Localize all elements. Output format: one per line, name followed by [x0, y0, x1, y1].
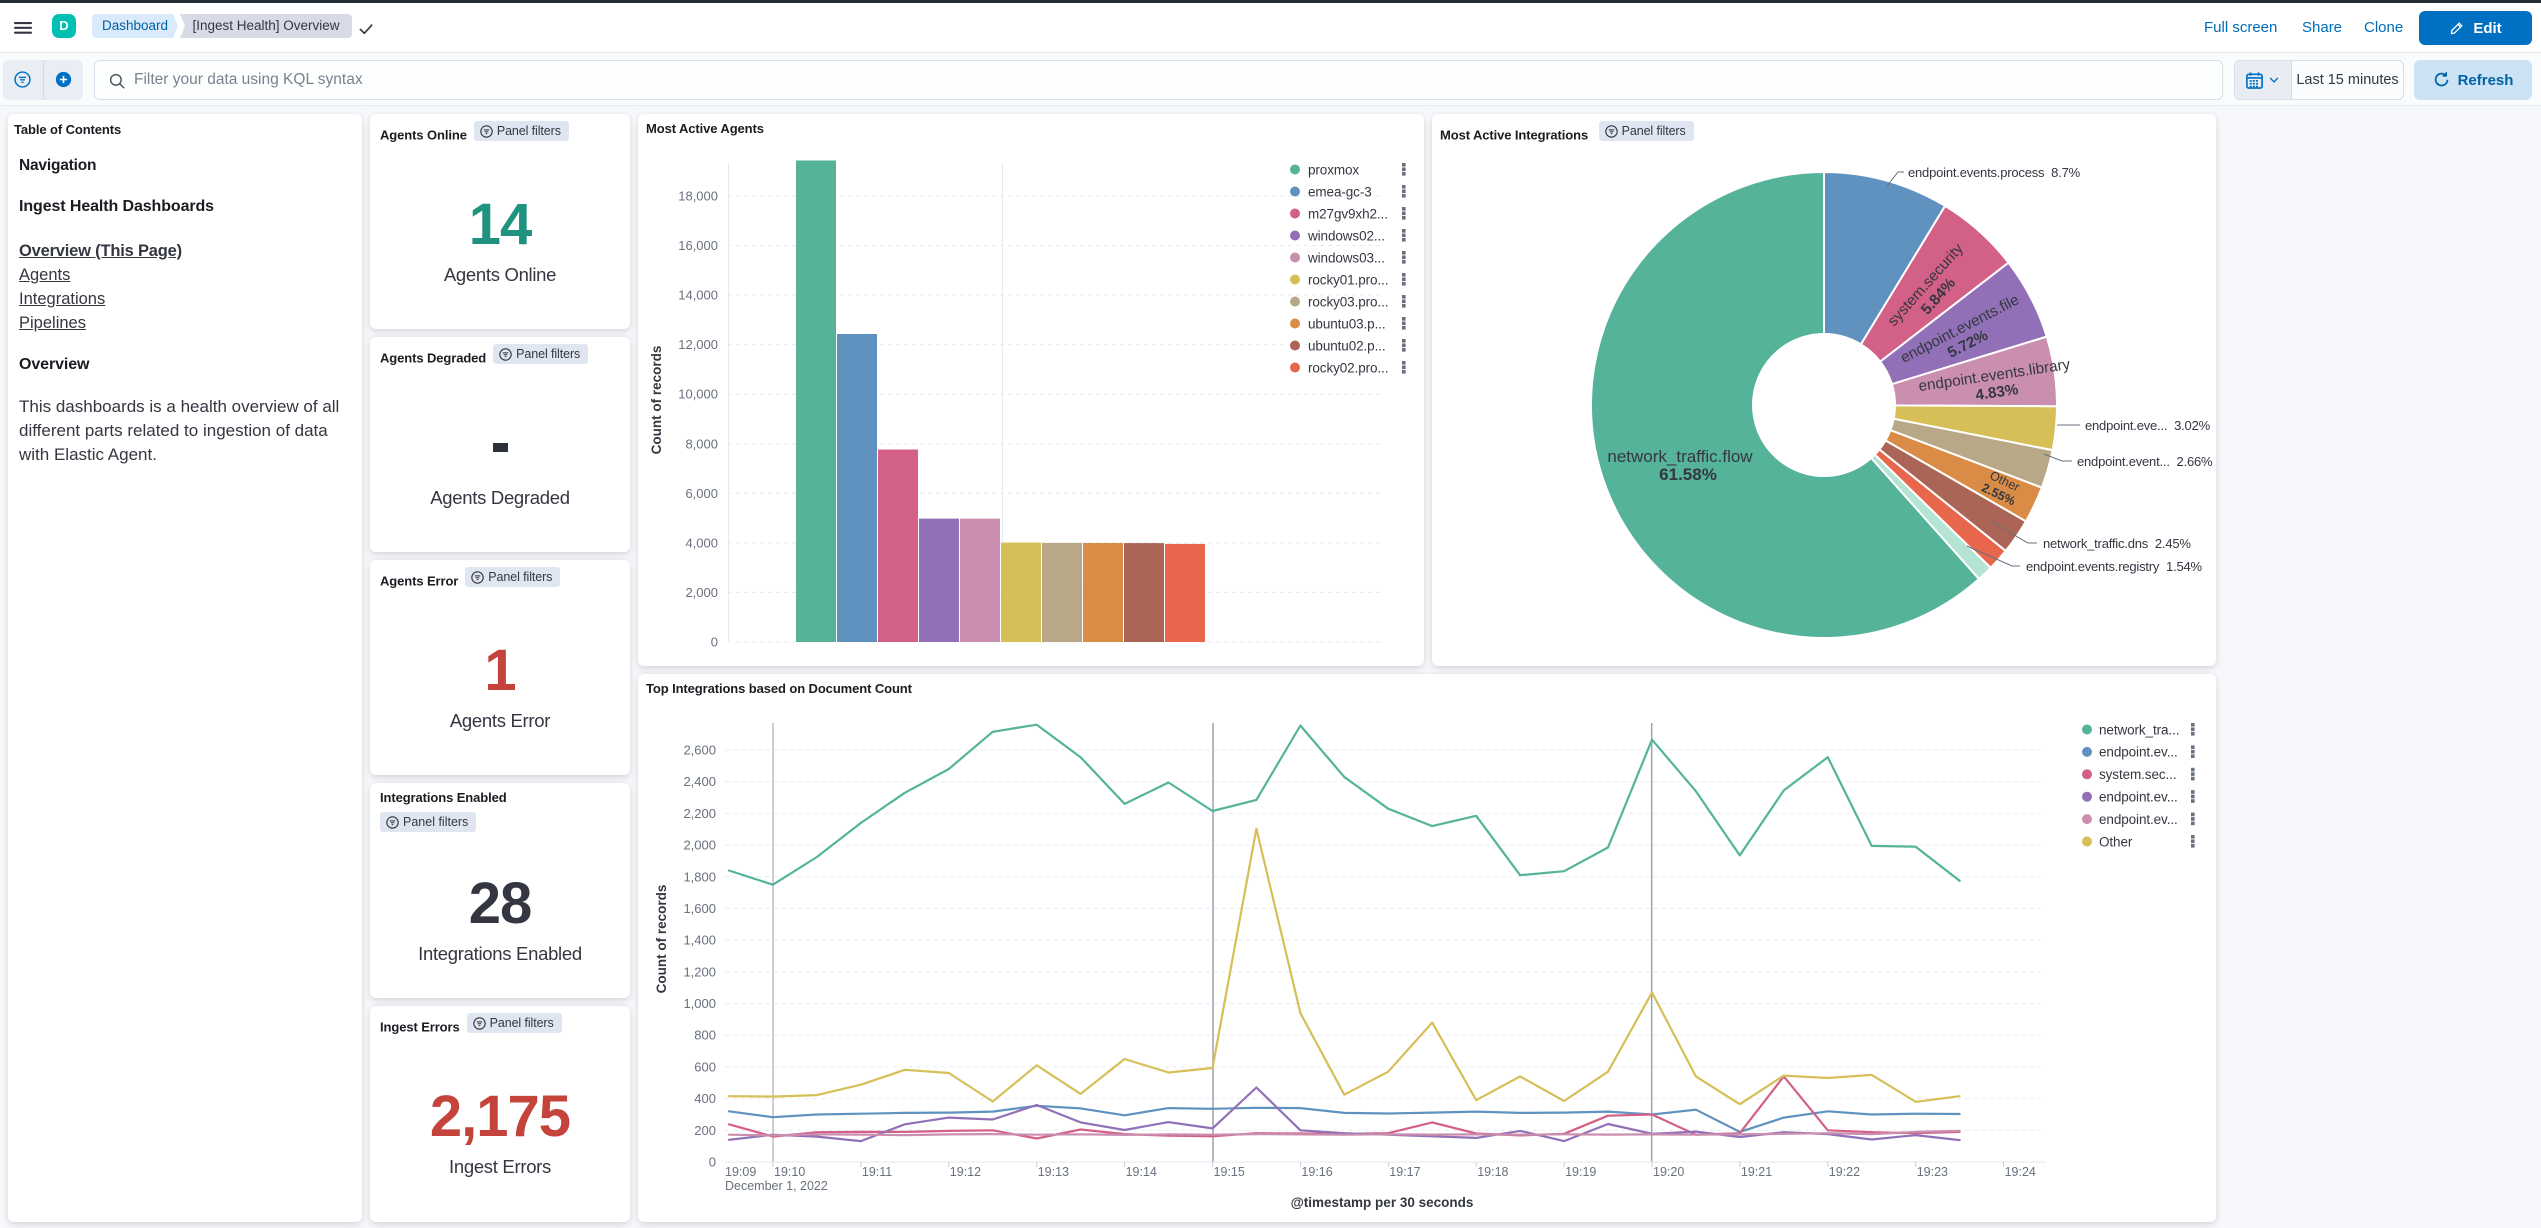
- svg-text:windows02...: windows02...: [1307, 228, 1385, 243]
- svg-text:400: 400: [694, 1091, 716, 1106]
- svg-text:19:11: 19:11: [862, 1165, 892, 1179]
- svg-text:12,000: 12,000: [678, 337, 718, 352]
- svg-text:2,000: 2,000: [683, 838, 716, 853]
- svg-text:19:21: 19:21: [1741, 1165, 1772, 1179]
- svg-text:rocky03.pro...: rocky03.pro...: [1308, 294, 1388, 309]
- svg-text:6,000: 6,000: [685, 486, 718, 501]
- svg-text:19:12: 19:12: [950, 1165, 981, 1179]
- svg-text:19:18: 19:18: [1477, 1165, 1508, 1179]
- svg-text:1,600: 1,600: [683, 901, 716, 916]
- svg-text:19:13: 19:13: [1038, 1165, 1069, 1179]
- svg-text:network_tra...: network_tra...: [2099, 722, 2179, 737]
- svg-text:0: 0: [709, 1155, 716, 1170]
- svg-text:600: 600: [694, 1059, 716, 1074]
- svg-text:proxmox: proxmox: [1308, 162, 1359, 177]
- svg-text:1,800: 1,800: [683, 869, 716, 884]
- svg-text:800: 800: [694, 1028, 716, 1043]
- svg-text:14,000: 14,000: [678, 288, 718, 303]
- svg-text:December 1, 2022: December 1, 2022: [725, 1179, 828, 1193]
- svg-text:endpoint.events.registry 1.54: endpoint.events.registry 1.54%: [2026, 559, 2203, 574]
- svg-text:@timestamp per 30 seconds: @timestamp per 30 seconds: [1291, 1195, 1474, 1210]
- svg-text:16,000: 16,000: [678, 238, 718, 253]
- svg-text:endpoint.ev...: endpoint.ev...: [2099, 812, 2178, 827]
- svg-text:Other: Other: [2099, 834, 2133, 849]
- svg-text:19:10: 19:10: [774, 1165, 805, 1179]
- svg-text:windows03...: windows03...: [1307, 250, 1385, 265]
- svg-text:200: 200: [694, 1123, 716, 1138]
- svg-text:2,600: 2,600: [683, 743, 716, 758]
- svg-text:emea-gc-3: emea-gc-3: [1308, 184, 1372, 199]
- svg-text:ubuntu03.p...: ubuntu03.p...: [1308, 316, 1386, 331]
- svg-text:18,000: 18,000: [678, 189, 718, 204]
- svg-text:0: 0: [711, 635, 718, 650]
- svg-text:19:14: 19:14: [1126, 1165, 1157, 1179]
- svg-text:rocky02.pro...: rocky02.pro...: [1308, 360, 1388, 375]
- svg-text:19:09: 19:09: [725, 1165, 756, 1179]
- svg-text:1,000: 1,000: [683, 996, 716, 1011]
- svg-text:10,000: 10,000: [678, 387, 718, 402]
- svg-text:ubuntu02.p...: ubuntu02.p...: [1308, 338, 1386, 353]
- svg-text:19:15: 19:15: [1214, 1165, 1245, 1179]
- svg-text:1,200: 1,200: [683, 964, 716, 979]
- svg-text:m27gv9xh2...: m27gv9xh2...: [1308, 206, 1388, 221]
- svg-text:rocky01.pro...: rocky01.pro...: [1308, 272, 1388, 287]
- svg-text:Count of records: Count of records: [654, 885, 669, 994]
- svg-text:19:20: 19:20: [1653, 1165, 1684, 1179]
- svg-text:61.58%: 61.58%: [1659, 465, 1717, 484]
- svg-text:endpoint.ev...: endpoint.ev...: [2099, 790, 2178, 805]
- svg-text:system.sec...: system.sec...: [2099, 767, 2176, 782]
- svg-text:Count of records: Count of records: [649, 346, 664, 455]
- svg-text:19:23: 19:23: [1917, 1165, 1948, 1179]
- svg-text:endpoint.events.process 8.7%: endpoint.events.process 8.7%: [1908, 165, 2081, 180]
- svg-text:network_traffic.flow: network_traffic.flow: [1607, 447, 1753, 466]
- svg-text:19:17: 19:17: [1389, 1165, 1420, 1179]
- svg-text:19:19: 19:19: [1565, 1165, 1596, 1179]
- svg-text:19:24: 19:24: [2005, 1165, 2036, 1179]
- svg-text:4.83%: 4.83%: [1974, 381, 2020, 404]
- svg-text:2,400: 2,400: [683, 774, 716, 789]
- svg-text:19:22: 19:22: [1829, 1165, 1860, 1179]
- svg-text:endpoint.eve... 3.02%: endpoint.eve... 3.02%: [2085, 418, 2211, 433]
- svg-text:network_traffic.dns 2.45%: network_traffic.dns 2.45%: [2043, 536, 2191, 551]
- svg-text:8,000: 8,000: [685, 436, 718, 451]
- svg-text:endpoint.ev...: endpoint.ev...: [2099, 745, 2178, 760]
- svg-text:4,000: 4,000: [685, 535, 718, 550]
- svg-text:1,400: 1,400: [683, 933, 716, 948]
- svg-text:2,000: 2,000: [685, 585, 718, 600]
- svg-text:19:16: 19:16: [1301, 1165, 1332, 1179]
- svg-text:endpoint.event... 2.66%: endpoint.event... 2.66%: [2077, 454, 2213, 469]
- svg-text:2,200: 2,200: [683, 806, 716, 821]
